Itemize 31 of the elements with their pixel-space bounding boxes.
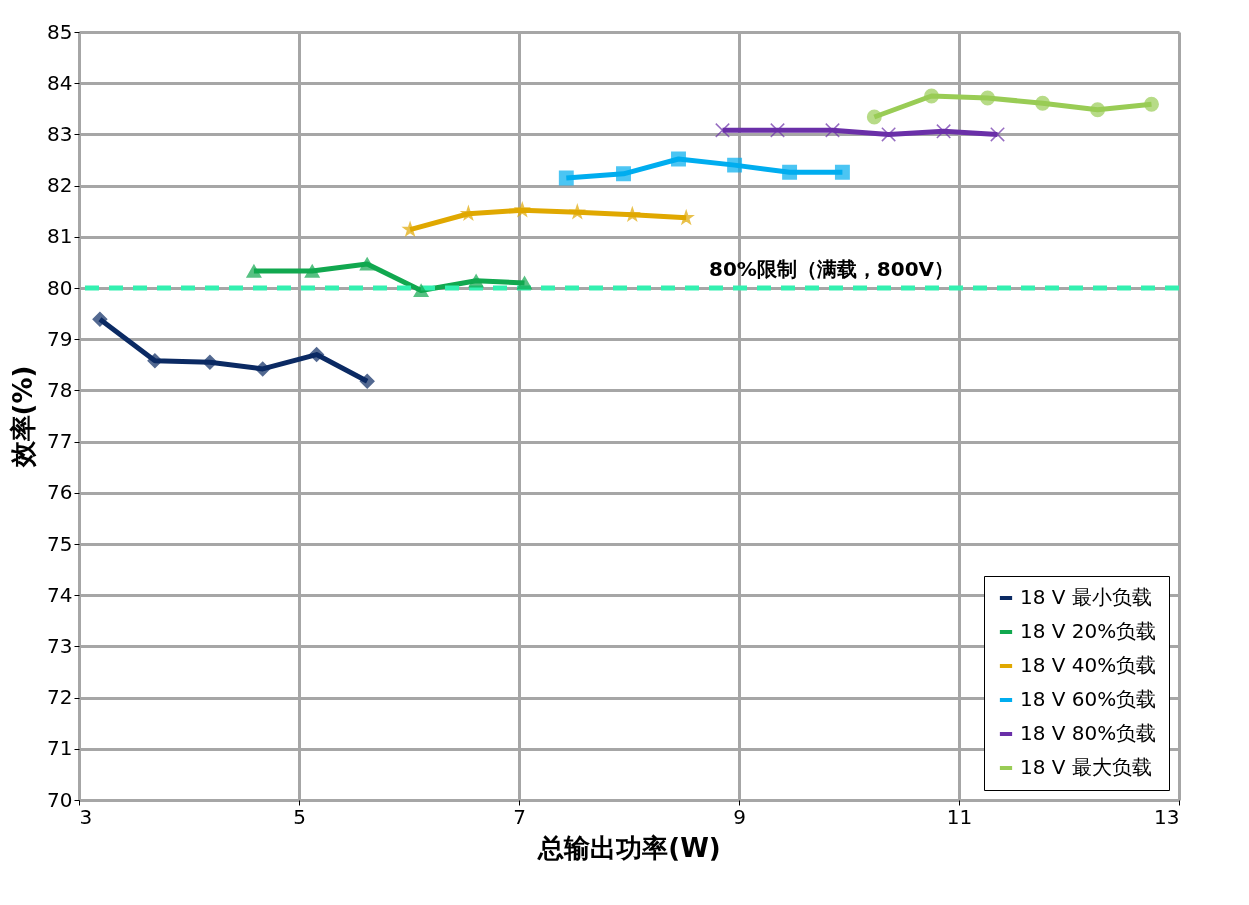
x-axis-title: 总输出功率(W) xyxy=(537,832,721,863)
y-tick-label: 85 xyxy=(47,19,73,44)
y-tick-label: 84 xyxy=(47,70,73,95)
legend-label: 18 V 最大负载 xyxy=(1020,755,1152,779)
legend-label: 18 V 40%负载 xyxy=(1020,653,1157,677)
legend-label: 18 V 80%负载 xyxy=(1020,721,1157,745)
y-tick-label: 73 xyxy=(47,633,73,658)
legend-label: 18 V 20%负载 xyxy=(1020,619,1157,643)
x-tick-label: 11 xyxy=(946,804,973,829)
y-tick-label: 71 xyxy=(47,736,73,761)
x-tick-label: 13 xyxy=(1154,804,1180,829)
y-tick-label: 78 xyxy=(47,377,73,402)
y-tick-label: 77 xyxy=(47,429,73,454)
y-tick-label: 72 xyxy=(47,685,73,710)
y-tick-label: 75 xyxy=(47,531,73,556)
ref-line-label: 80%限制（满载，800V） xyxy=(709,257,955,281)
x-tick-label: 9 xyxy=(733,804,746,829)
x-tick-label: 3 xyxy=(79,804,93,829)
y-tick-label: 81 xyxy=(47,224,73,249)
y-tick-label: 76 xyxy=(47,480,73,505)
x-tick-label: 7 xyxy=(513,804,526,829)
legend-label: 18 V 最小负载 xyxy=(1020,585,1152,609)
y-axis-title: 效率(%) xyxy=(8,365,39,469)
y-tick-label: 70 xyxy=(47,787,73,812)
legend-label: 18 V 60%负载 xyxy=(1020,687,1157,711)
y-tick-label: 83 xyxy=(47,121,73,146)
x-tick-label: 5 xyxy=(293,804,306,829)
y-tick-label: 82 xyxy=(47,173,73,198)
y-tick-label: 74 xyxy=(47,582,73,607)
y-tick-label: 79 xyxy=(47,326,73,351)
y-tick-label: 80 xyxy=(47,275,73,300)
